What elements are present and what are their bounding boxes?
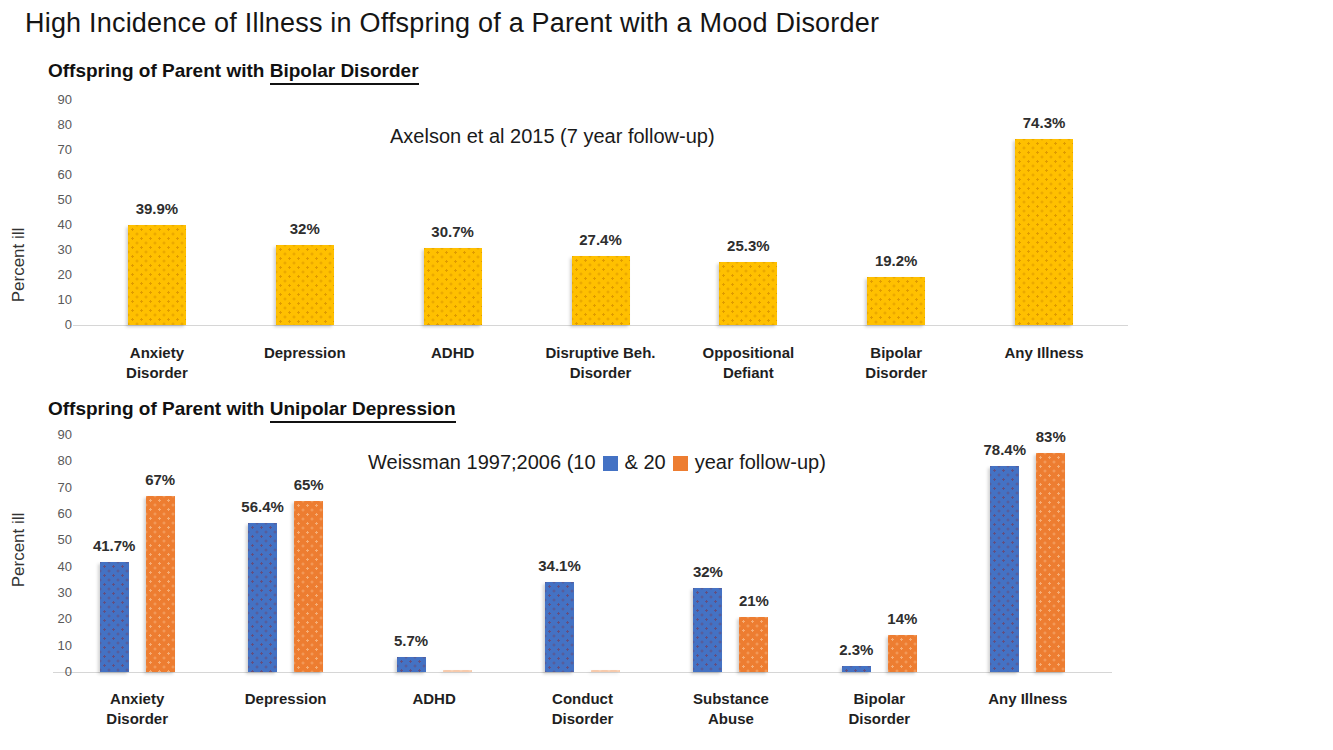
category-label: SubstanceAbuse: [656, 689, 806, 729]
plot-area: 0102030405060708090AnxietyDisorder41.7%6…: [0, 393, 1333, 750]
category-label-line: Any Illness: [953, 689, 1103, 709]
y-tick-label: 50: [32, 192, 72, 208]
slide-title: High Incidence of Illness in Offspring o…: [25, 8, 879, 39]
y-tick-label: 70: [32, 142, 72, 158]
category-label: AnxietyDisorder: [82, 343, 232, 383]
category-label-line: Defiant: [673, 363, 823, 383]
category-label-line: Oppositional: [673, 343, 823, 363]
bar-value-label: 19.2%: [851, 252, 941, 269]
bar-7-year-follow-up: [719, 262, 777, 325]
category-label: ADHD: [378, 343, 528, 363]
y-tick-label: 50: [32, 532, 72, 548]
bar-10-year-follow-up: [397, 657, 426, 672]
category-label: Depression: [230, 343, 380, 363]
chart-unipolar-offspring: Offspring of Parent with Unipolar Depres…: [0, 393, 1333, 750]
x-axis-line: [73, 325, 1128, 326]
y-tick-label: 30: [32, 242, 72, 258]
bar-20-year-follow-up: [294, 501, 323, 672]
plot-area: 0102030405060708090AnxietyDisorder39.9%D…: [0, 55, 1333, 393]
bar-20-year-follow-up: [739, 617, 768, 672]
bar-value-label: 21%: [709, 592, 799, 609]
category-label: AnxietyDisorder: [62, 689, 212, 729]
y-tick-label: 90: [32, 92, 72, 108]
bar-7-year-follow-up: [128, 225, 186, 325]
bar-10-year-follow-up: [545, 582, 574, 672]
y-tick-label: 90: [32, 427, 72, 443]
y-tick-label: 60: [32, 506, 72, 522]
bar-value-label: 14%: [857, 610, 947, 627]
category-label: BipolarDisorder: [804, 689, 954, 729]
category-label: ADHD: [359, 689, 509, 709]
y-tick-label: 20: [32, 611, 72, 627]
category-label-line: Disorder: [821, 363, 971, 383]
chart-bipolar-offspring: Offspring of Parent with Bipolar Disorde…: [0, 55, 1333, 393]
category-label-line: ADHD: [378, 343, 528, 363]
bar-value-label: 30.7%: [408, 223, 498, 240]
bar-value-label: 25.3%: [703, 237, 793, 254]
category-label-line: Bipolar: [821, 343, 971, 363]
bar-10-year-follow-up: [990, 466, 1019, 672]
y-tick-label: 20: [32, 267, 72, 283]
bar-value-label: 39.9%: [112, 200, 202, 217]
bar-20-year-follow-up: [888, 635, 917, 672]
bar-20-year-follow-up: [443, 670, 472, 672]
bar-10-year-follow-up: [100, 562, 129, 672]
category-label-line: Disorder: [804, 709, 954, 729]
category-label-line: Disorder: [62, 709, 212, 729]
category-label-line: Depression: [211, 689, 361, 709]
category-label: ConductDisorder: [508, 689, 658, 729]
category-label-line: Any Illness: [969, 343, 1119, 363]
bar-7-year-follow-up: [424, 248, 482, 325]
category-label-line: Abuse: [656, 709, 806, 729]
bar-value-label: 32%: [663, 563, 753, 580]
bar-value-label: 27.4%: [556, 231, 646, 248]
y-tick-label: 80: [32, 117, 72, 133]
bar-value-label: 5.7%: [366, 632, 456, 649]
bar-value-label: 34.1%: [515, 557, 605, 574]
category-label: Any Illness: [953, 689, 1103, 709]
y-tick-label: 40: [32, 217, 72, 233]
y-tick-label: 10: [32, 292, 72, 308]
category-label: Disruptive Beh.Disorder: [526, 343, 676, 383]
y-tick-label: 10: [32, 638, 72, 654]
y-tick-label: 80: [32, 453, 72, 469]
category-label-line: Disorder: [82, 363, 232, 383]
y-tick-label: 0: [32, 317, 72, 333]
category-label-line: Disorder: [508, 709, 658, 729]
category-label: Depression: [211, 689, 361, 709]
bar-value-label: 67%: [115, 471, 205, 488]
slide: High Incidence of Illness in Offspring o…: [0, 0, 1333, 750]
category-label-line: Disorder: [526, 363, 676, 383]
category-label: Any Illness: [969, 343, 1119, 363]
bar-7-year-follow-up: [867, 277, 925, 325]
category-label-line: Anxiety: [82, 343, 232, 363]
bar-7-year-follow-up: [276, 245, 334, 325]
bar-20-year-follow-up: [591, 670, 620, 672]
category-label-line: Depression: [230, 343, 380, 363]
bar-20-year-follow-up: [146, 496, 175, 672]
y-tick-label: 30: [32, 585, 72, 601]
bar-value-label: 65%: [264, 476, 354, 493]
category-label-line: Anxiety: [62, 689, 212, 709]
bar-value-label: 83%: [1006, 428, 1096, 445]
category-label-line: Substance: [656, 689, 806, 709]
bar-10-year-follow-up: [248, 523, 277, 672]
y-tick-label: 70: [32, 480, 72, 496]
bar-20-year-follow-up: [1036, 453, 1065, 672]
category-label: OppositionalDefiant: [673, 343, 823, 383]
bar-value-label: 74.3%: [999, 114, 1089, 131]
category-label-line: Disruptive Beh.: [526, 343, 676, 363]
bar-10-year-follow-up: [842, 666, 871, 672]
category-label-line: ADHD: [359, 689, 509, 709]
y-tick-label: 40: [32, 559, 72, 575]
bar-7-year-follow-up: [572, 256, 630, 325]
category-label-line: Bipolar: [804, 689, 954, 709]
y-tick-label: 60: [32, 167, 72, 183]
x-axis-line: [53, 672, 1112, 673]
category-label-line: Conduct: [508, 689, 658, 709]
y-tick-label: 0: [32, 664, 72, 680]
category-label: BipolarDisorder: [821, 343, 971, 383]
bar-value-label: 32%: [260, 220, 350, 237]
bar-7-year-follow-up: [1015, 139, 1073, 325]
